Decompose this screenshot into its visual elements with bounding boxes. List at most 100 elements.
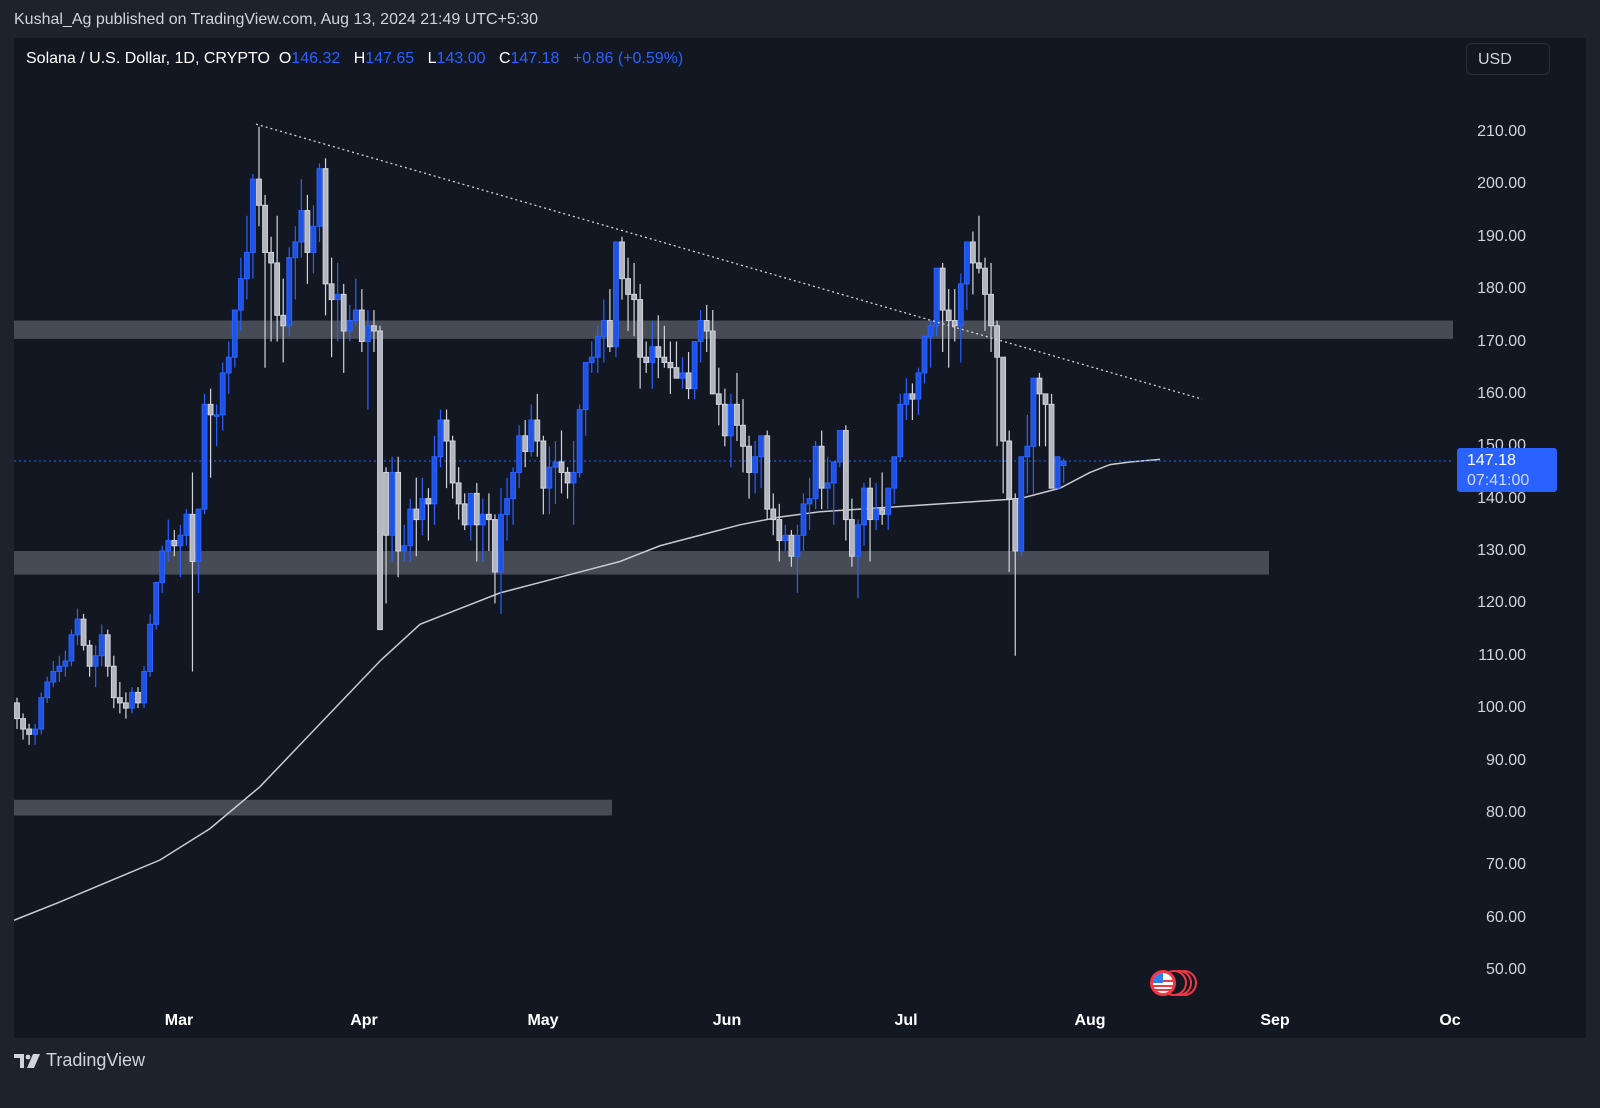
candle-body bbox=[921, 335, 928, 374]
candle-body bbox=[1060, 460, 1067, 467]
candle-body bbox=[14, 702, 20, 720]
candle-body bbox=[909, 393, 916, 400]
resistance-zone bbox=[14, 320, 1453, 339]
candle-body bbox=[963, 241, 970, 285]
currency-button[interactable]: USD bbox=[1466, 43, 1550, 75]
candle-body bbox=[885, 487, 892, 515]
candle-body bbox=[1042, 393, 1049, 405]
candle-body bbox=[818, 445, 825, 489]
candle-body bbox=[643, 356, 650, 363]
candle-body bbox=[830, 461, 837, 484]
price-plot[interactable] bbox=[14, 38, 1586, 1038]
candle-body bbox=[510, 471, 517, 500]
moving-average-line bbox=[14, 458, 1161, 921]
candle-body bbox=[721, 403, 728, 437]
candle-body bbox=[304, 210, 311, 253]
candle-body bbox=[1036, 377, 1043, 395]
candle-body bbox=[879, 508, 886, 515]
candle-body bbox=[1006, 440, 1013, 500]
price-axis-label: 70.00 bbox=[1485, 856, 1526, 874]
candle-body bbox=[310, 225, 317, 253]
candle-body bbox=[709, 330, 716, 395]
candle-body bbox=[552, 461, 559, 468]
candle-body bbox=[455, 482, 462, 505]
candle-body bbox=[62, 660, 69, 667]
candle-body bbox=[104, 634, 111, 667]
candle-body bbox=[873, 508, 880, 521]
tradingview-logo[interactable]: TradingView bbox=[14, 1050, 145, 1071]
candle-body bbox=[534, 419, 541, 442]
candle-body bbox=[86, 644, 93, 667]
candle-body bbox=[576, 409, 583, 473]
candle-body bbox=[649, 346, 656, 363]
candle-body bbox=[183, 513, 190, 536]
candle-body bbox=[522, 435, 529, 452]
candle-body bbox=[352, 309, 359, 322]
candle-body bbox=[970, 241, 976, 264]
candle-body bbox=[346, 320, 353, 332]
candle-body bbox=[594, 335, 601, 358]
lower-zone bbox=[14, 799, 612, 816]
price-axis-label: 140.00 bbox=[1477, 489, 1526, 507]
candle-body bbox=[268, 251, 274, 264]
candle-body bbox=[945, 309, 952, 322]
candle-body bbox=[443, 419, 450, 442]
candle-body bbox=[939, 267, 946, 311]
candle-body bbox=[473, 492, 480, 526]
candle-body bbox=[558, 461, 565, 473]
time-axis-label: Aug bbox=[1074, 1012, 1106, 1029]
candle-body bbox=[758, 435, 765, 458]
candle-body bbox=[298, 210, 305, 243]
price-axis-label: 80.00 bbox=[1485, 803, 1526, 821]
candle-body bbox=[734, 403, 740, 426]
candle-body bbox=[274, 262, 281, 316]
candle-body bbox=[600, 320, 607, 337]
candle-body bbox=[413, 508, 420, 521]
candle-body bbox=[407, 508, 414, 547]
candle-body bbox=[371, 325, 377, 332]
candle-body bbox=[20, 718, 26, 730]
candle-body bbox=[927, 325, 934, 337]
candle-body bbox=[861, 487, 867, 526]
high-value: 147.65 bbox=[365, 50, 415, 67]
candle-body bbox=[80, 618, 87, 646]
price-axis-label: 120.00 bbox=[1477, 594, 1526, 612]
candle-body bbox=[492, 519, 498, 573]
candle-body bbox=[752, 456, 759, 473]
candle-body bbox=[582, 361, 589, 411]
candle-body bbox=[141, 670, 147, 704]
candle-body bbox=[389, 471, 396, 536]
candle-body bbox=[135, 691, 141, 704]
tradingview-logo-text: TradingView bbox=[46, 1050, 146, 1070]
candle-body bbox=[123, 702, 129, 709]
candle-body bbox=[782, 534, 789, 542]
candle-body bbox=[195, 508, 202, 562]
candle-body bbox=[715, 393, 722, 405]
candle-body bbox=[256, 178, 262, 206]
candle-body bbox=[316, 168, 323, 227]
candle-body bbox=[625, 278, 631, 295]
candle-body bbox=[129, 691, 135, 709]
candle-body bbox=[824, 482, 831, 489]
candle-body bbox=[250, 178, 256, 253]
candle-body bbox=[679, 372, 686, 379]
candle-body bbox=[655, 346, 662, 358]
candle-body bbox=[159, 550, 166, 583]
candle-body bbox=[788, 534, 795, 557]
candle-body bbox=[116, 697, 123, 704]
candle-body bbox=[32, 728, 39, 735]
candle-body bbox=[685, 372, 692, 390]
candle-body bbox=[661, 356, 668, 363]
us-economic-events-icon[interactable] bbox=[1148, 968, 1198, 998]
candle-body bbox=[540, 440, 547, 489]
price-axis-label: 60.00 bbox=[1485, 908, 1526, 926]
price-axis-label: 160.00 bbox=[1477, 384, 1526, 402]
price-axis-label: 200.00 bbox=[1477, 175, 1526, 193]
price-axis-label: 210.00 bbox=[1477, 123, 1526, 140]
candle-body bbox=[740, 424, 746, 447]
candle-body bbox=[365, 325, 371, 343]
chart-panel[interactable]: Solana / U.S. Dollar, 1D, CRYPTO O146.32… bbox=[14, 38, 1586, 1038]
candle-body bbox=[691, 341, 698, 390]
candle-body bbox=[292, 241, 299, 259]
candle-body bbox=[504, 498, 510, 515]
